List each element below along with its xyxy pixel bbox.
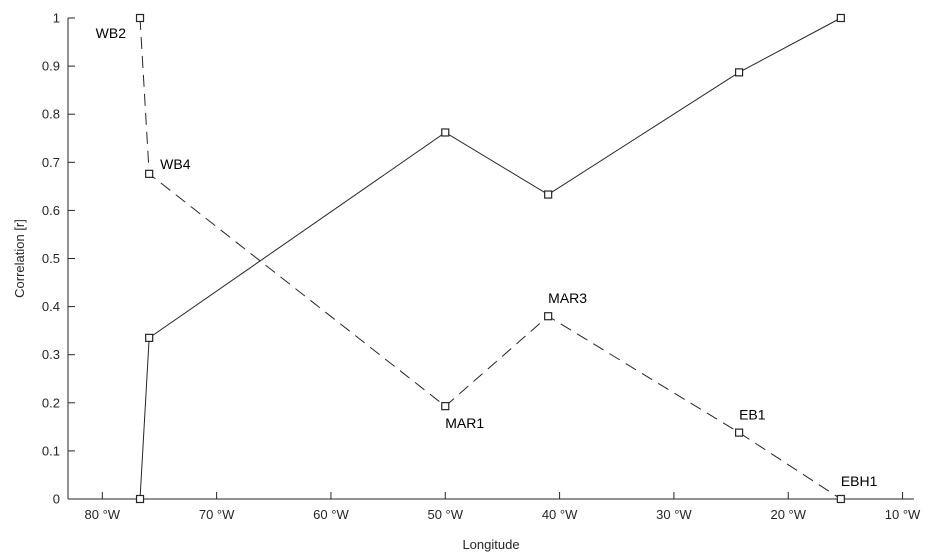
series-2-point-marker: [544, 312, 553, 321]
y-tick-label: 0.4: [42, 299, 60, 314]
series-1-line: [139, 17, 842, 500]
x-tick-label: 10 °W: [885, 507, 921, 522]
series-1-point-marker: [135, 494, 145, 504]
y-tick-label: 0.7: [42, 155, 60, 170]
series-1-point-marker: [734, 68, 744, 77]
series-layer: [135, 13, 845, 504]
y-tick-label: 0: [53, 492, 60, 507]
series-2-line: [139, 17, 842, 500]
series-1-point-marker: [145, 333, 154, 342]
y-axis-title: Correlation [r]: [12, 219, 27, 298]
point-label: EBH1: [841, 473, 878, 489]
point-labels: WB2 WB4 MAR1 MAR3 EB1 EBH1: [96, 25, 878, 489]
x-tick-label: 20 °W: [770, 507, 806, 522]
point-label: MAR3: [548, 290, 587, 306]
series-2-point-marker: [836, 494, 845, 504]
y-tick-label: 0.8: [42, 107, 60, 122]
y-tick-label: 0.5: [42, 251, 60, 266]
y-tick-label: 1: [53, 11, 60, 26]
x-axis-title: Longitude: [462, 537, 519, 552]
series-2-point-marker: [135, 13, 145, 23]
y-tick-label: 0.3: [42, 347, 60, 362]
axes: [67, 18, 914, 500]
series-1-point-marker: [836, 13, 845, 23]
x-tick-label: 30 °W: [656, 507, 692, 522]
x-tick-label: 40 °W: [542, 507, 578, 522]
series-1-point-marker: [441, 128, 450, 137]
series-1-point-marker: [544, 190, 553, 199]
x-tick-label: 60 °W: [313, 507, 349, 522]
point-label: WB4: [160, 156, 191, 172]
y-tick-label: 0.1: [42, 443, 60, 458]
x-tick-label: 70 °W: [199, 507, 235, 522]
series-2-point-marker: [145, 169, 154, 178]
series-2-point-marker: [441, 402, 450, 411]
point-label: EB1: [739, 407, 766, 423]
y-tick-label: 0.9: [42, 59, 60, 74]
x-axis-ticks: 80 °W 70 °W 60 °W 50 °W 40 °W 30 °W 20 °W 10 °W: [85, 492, 921, 522]
y-tick-label: 0.2: [42, 395, 60, 410]
point-label: WB2: [96, 25, 127, 41]
point-label: MAR1: [445, 415, 484, 431]
y-axis-ticks: 0 0.1 0.2 0.3 0.4 0.5 0.6 0.7 0.8 0.9 1: [42, 11, 75, 507]
x-tick-label: 80 °W: [85, 507, 121, 522]
series-2-point-marker: [734, 428, 744, 437]
y-tick-label: 0.6: [42, 203, 60, 218]
x-tick-label: 50 °W: [427, 507, 463, 522]
